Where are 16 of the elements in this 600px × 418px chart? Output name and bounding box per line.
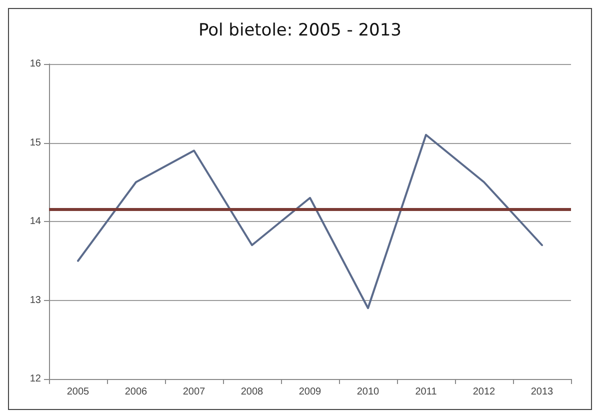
y-tick-label: 15 xyxy=(30,137,42,148)
y-tick-label: 13 xyxy=(30,294,42,306)
x-tick-label: 2011 xyxy=(415,386,438,398)
line-series xyxy=(77,134,543,310)
y-tick-label: 12 xyxy=(30,374,42,384)
x-tick-label: 2012 xyxy=(472,386,496,398)
x-tick-label: 2005 xyxy=(66,386,90,398)
x-tick-label: 2006 xyxy=(124,386,148,398)
x-tick-label: 2008 xyxy=(240,386,264,398)
x-tick-label: 2009 xyxy=(298,386,322,398)
y-tick-label: 16 xyxy=(30,58,42,70)
x-tick-label: 2007 xyxy=(182,386,206,398)
x-tick-label: 2013 xyxy=(530,386,554,398)
chart-title: Pol bietole: 2005 - 2013 xyxy=(198,20,402,40)
y-tick-label: 14 xyxy=(30,216,42,227)
x-tick-label: 2010 xyxy=(356,386,380,398)
